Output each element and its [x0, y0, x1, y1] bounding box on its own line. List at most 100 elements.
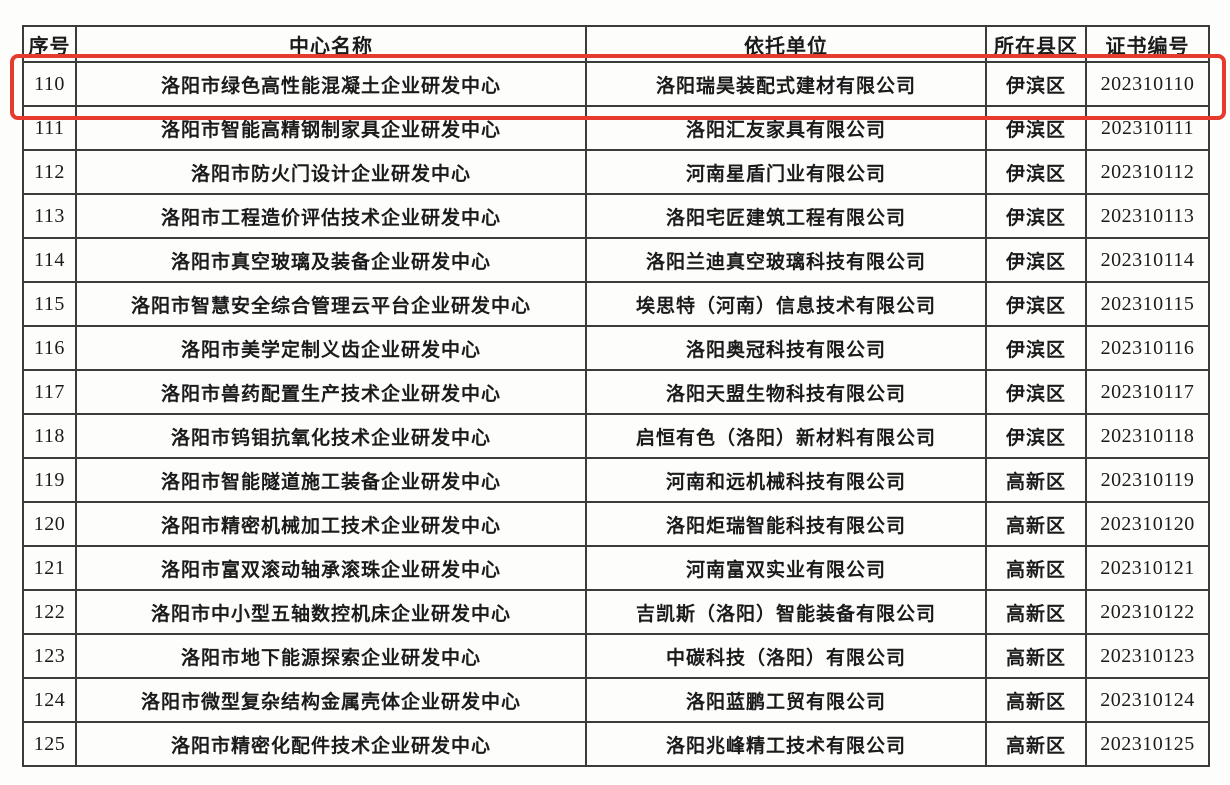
cell-district: 伊滨区 — [985, 237, 1087, 283]
cell-center: 洛阳市钨钼抗氧化技术企业研发中心 — [75, 413, 587, 459]
column-header-district: 所在县区 — [985, 25, 1087, 63]
cell-unit: 洛阳汇友家具有限公司 — [585, 105, 987, 151]
cell-cert: 202310119 — [1085, 457, 1210, 503]
cell-district: 伊滨区 — [985, 61, 1087, 107]
cell-center: 洛阳市地下能源探索企业研发中心 — [75, 633, 587, 679]
table-row: 117 洛阳市兽药配置生产技术企业研发中心 洛阳天盟生物科技有限公司 伊滨区 2… — [22, 369, 1210, 415]
cell-cert: 202310120 — [1085, 501, 1210, 547]
cell-unit: 洛阳兰迪真空玻璃科技有限公司 — [585, 237, 987, 283]
cell-unit: 吉凯斯（洛阳）智能装备有限公司 — [585, 589, 987, 635]
table-row: 121 洛阳市富双滚动轴承滚珠企业研发中心 河南富双实业有限公司 高新区 202… — [22, 545, 1210, 591]
cell-center: 洛阳市美学定制义齿企业研发中心 — [75, 325, 587, 371]
cell-district: 高新区 — [985, 589, 1087, 635]
cell-unit: 河南富双实业有限公司 — [585, 545, 987, 591]
header-row: 序号 中心名称 依托单位 所在县区 证书编号 — [22, 25, 1210, 63]
cell-center: 洛阳市智能高精钢制家具企业研发中心 — [75, 105, 587, 151]
cell-district: 伊滨区 — [985, 281, 1087, 327]
cell-unit: 河南星盾门业有限公司 — [585, 149, 987, 195]
table-row: 119 洛阳市智能隧道施工装备企业研发中心 河南和远机械科技有限公司 高新区 2… — [22, 457, 1210, 503]
cell-unit: 河南和远机械科技有限公司 — [585, 457, 987, 503]
cell-center: 洛阳市防火门设计企业研发中心 — [75, 149, 587, 195]
cell-no: 115 — [22, 281, 77, 327]
table-row: 114 洛阳市真空玻璃及装备企业研发中心 洛阳兰迪真空玻璃科技有限公司 伊滨区 … — [22, 237, 1210, 283]
cell-cert: 202310111 — [1085, 105, 1210, 151]
table-row: 113 洛阳市工程造价评估技术企业研发中心 洛阳宅匠建筑工程有限公司 伊滨区 2… — [22, 193, 1210, 239]
cell-center: 洛阳市真空玻璃及装备企业研发中心 — [75, 237, 587, 283]
cell-unit: 洛阳天盟生物科技有限公司 — [585, 369, 987, 415]
cell-district: 高新区 — [985, 677, 1087, 723]
table-row: 122 洛阳市中小型五轴数控机床企业研发中心 吉凯斯（洛阳）智能装备有限公司 高… — [22, 589, 1210, 635]
cell-unit: 洛阳宅匠建筑工程有限公司 — [585, 193, 987, 239]
cell-district: 高新区 — [985, 457, 1087, 503]
cell-no: 114 — [22, 237, 77, 283]
cell-center: 洛阳市智慧安全综合管理云平台企业研发中心 — [75, 281, 587, 327]
cell-no: 110 — [22, 61, 77, 107]
cell-no: 117 — [22, 369, 77, 415]
table-row: 124 洛阳市微型复杂结构金属壳体企业研发中心 洛阳蓝鹏工贸有限公司 高新区 2… — [22, 677, 1210, 723]
table-row: 115 洛阳市智慧安全综合管理云平台企业研发中心 埃思特（河南）信息技术有限公司… — [22, 281, 1210, 327]
cell-unit: 洛阳炬瑞智能科技有限公司 — [585, 501, 987, 547]
table-row: 112 洛阳市防火门设计企业研发中心 河南星盾门业有限公司 伊滨区 202310… — [22, 149, 1210, 195]
cell-unit: 洛阳兆峰精工技术有限公司 — [585, 721, 987, 767]
cell-cert: 202310114 — [1085, 237, 1210, 283]
cell-unit: 启恒有色（洛阳）新材料有限公司 — [585, 413, 987, 459]
column-header-unit: 依托单位 — [585, 25, 987, 63]
cell-no: 120 — [22, 501, 77, 547]
cell-cert: 202310112 — [1085, 149, 1210, 195]
cell-unit: 中碳科技（洛阳）有限公司 — [585, 633, 987, 679]
cell-center: 洛阳市工程造价评估技术企业研发中心 — [75, 193, 587, 239]
cell-no: 116 — [22, 325, 77, 371]
cell-no: 112 — [22, 149, 77, 195]
cell-center: 洛阳市绿色高性能混凝土企业研发中心 — [75, 61, 587, 107]
cell-district: 伊滨区 — [985, 369, 1087, 415]
column-header-no: 序号 — [22, 25, 77, 63]
cell-cert: 202310125 — [1085, 721, 1210, 767]
cell-cert: 202310124 — [1085, 677, 1210, 723]
table-row: 110 洛阳市绿色高性能混凝土企业研发中心 洛阳瑞昊装配式建材有限公司 伊滨区 … — [22, 61, 1210, 107]
table-row: 125 洛阳市精密化配件技术企业研发中心 洛阳兆峰精工技术有限公司 高新区 20… — [22, 721, 1210, 767]
cell-unit: 洛阳蓝鹏工贸有限公司 — [585, 677, 987, 723]
cell-no: 122 — [22, 589, 77, 635]
rd-center-table: 序号 中心名称 依托单位 所在县区 证书编号 110 洛阳市绿色高性能混凝土企业… — [22, 25, 1210, 767]
cell-district: 伊滨区 — [985, 105, 1087, 151]
cell-district: 高新区 — [985, 721, 1087, 767]
cell-district: 伊滨区 — [985, 149, 1087, 195]
cell-no: 125 — [22, 721, 77, 767]
cell-center: 洛阳市微型复杂结构金属壳体企业研发中心 — [75, 677, 587, 723]
cell-no: 113 — [22, 193, 77, 239]
cell-center: 洛阳市智能隧道施工装备企业研发中心 — [75, 457, 587, 503]
column-header-center: 中心名称 — [75, 25, 587, 63]
cell-center: 洛阳市富双滚动轴承滚珠企业研发中心 — [75, 545, 587, 591]
cell-unit: 埃思特（河南）信息技术有限公司 — [585, 281, 987, 327]
column-header-cert: 证书编号 — [1085, 25, 1210, 63]
cell-no: 118 — [22, 413, 77, 459]
cell-cert: 202310118 — [1085, 413, 1210, 459]
table-row: 118 洛阳市钨钼抗氧化技术企业研发中心 启恒有色（洛阳）新材料有限公司 伊滨区… — [22, 413, 1210, 459]
cell-unit: 洛阳瑞昊装配式建材有限公司 — [585, 61, 987, 107]
cell-district: 高新区 — [985, 633, 1087, 679]
cell-cert: 202310113 — [1085, 193, 1210, 239]
cell-no: 123 — [22, 633, 77, 679]
cell-no: 121 — [22, 545, 77, 591]
cell-cert: 202310116 — [1085, 325, 1210, 371]
cell-cert: 202310123 — [1085, 633, 1210, 679]
cell-no: 124 — [22, 677, 77, 723]
table-row: 116 洛阳市美学定制义齿企业研发中心 洛阳奥冠科技有限公司 伊滨区 20231… — [22, 325, 1210, 371]
cell-center: 洛阳市兽药配置生产技术企业研发中心 — [75, 369, 587, 415]
cell-cert: 202310121 — [1085, 545, 1210, 591]
cell-center: 洛阳市中小型五轴数控机床企业研发中心 — [75, 589, 587, 635]
table-row: 123 洛阳市地下能源探索企业研发中心 中碳科技（洛阳）有限公司 高新区 202… — [22, 633, 1210, 679]
cell-no: 111 — [22, 105, 77, 151]
cell-district: 高新区 — [985, 501, 1087, 547]
cell-district: 高新区 — [985, 545, 1087, 591]
cell-no: 119 — [22, 457, 77, 503]
cell-cert: 202310117 — [1085, 369, 1210, 415]
cell-center: 洛阳市精密机械加工技术企业研发中心 — [75, 501, 587, 547]
cell-center: 洛阳市精密化配件技术企业研发中心 — [75, 721, 587, 767]
cell-district: 伊滨区 — [985, 193, 1087, 239]
cell-unit: 洛阳奥冠科技有限公司 — [585, 325, 987, 371]
cell-cert: 202310110 — [1085, 61, 1210, 107]
table-row: 111 洛阳市智能高精钢制家具企业研发中心 洛阳汇友家具有限公司 伊滨区 202… — [22, 105, 1210, 151]
cell-cert: 202310122 — [1085, 589, 1210, 635]
